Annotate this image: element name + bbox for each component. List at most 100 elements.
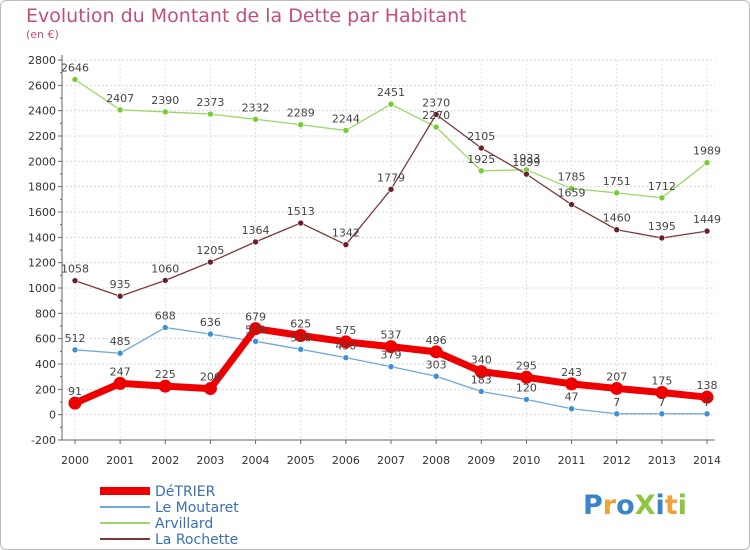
data-point <box>523 170 530 178</box>
y-tick-label: 2400 <box>28 105 56 118</box>
data-label: 340 <box>471 354 492 367</box>
data-label: 1513 <box>287 205 315 218</box>
x-tick-label: 2008 <box>422 454 450 467</box>
data-point <box>342 127 350 134</box>
y-tick-label: 1400 <box>28 231 56 244</box>
y-tick-label: 1600 <box>28 206 56 219</box>
x-tick-label: 2007 <box>377 454 405 467</box>
data-point <box>429 345 443 359</box>
y-tick-label: 800 <box>35 307 56 320</box>
data-point <box>342 241 350 248</box>
data-label: 1779 <box>377 171 405 184</box>
data-point <box>568 201 575 208</box>
data-point <box>297 346 305 353</box>
data-label: 183 <box>471 373 492 386</box>
data-point <box>297 121 305 129</box>
data-label: 2390 <box>151 94 179 107</box>
data-point <box>432 123 440 131</box>
chart-title: Evolution du Montant de la Dette par Hab… <box>26 5 467 27</box>
data-label: 688 <box>155 310 176 323</box>
data-label: 243 <box>561 366 582 379</box>
data-point <box>387 100 395 108</box>
data-point <box>432 372 440 380</box>
y-tick-label: 200 <box>35 383 56 396</box>
data-point <box>387 186 395 193</box>
y-tick-label: 1200 <box>28 257 56 270</box>
data-label: 625 <box>290 318 311 331</box>
chart-subtitle: (en €) <box>26 28 59 41</box>
x-tick-label: 2009 <box>467 454 495 467</box>
data-point <box>613 226 621 234</box>
data-label: 1342 <box>332 227 360 240</box>
data-point <box>384 340 398 354</box>
data-label: 225 <box>155 368 176 381</box>
data-label: 379 <box>381 349 402 362</box>
y-tick-label: 0 <box>49 409 56 422</box>
data-label: 516 <box>290 331 311 344</box>
data-point <box>252 338 259 345</box>
data-point <box>655 386 669 399</box>
data-label: 295 <box>516 359 537 372</box>
x-tick-label: 2005 <box>287 454 315 467</box>
data-point <box>477 167 485 175</box>
data-label: 2332 <box>242 101 270 114</box>
data-point <box>294 329 308 342</box>
data-label: 91 <box>68 385 82 398</box>
data-label: 1712 <box>648 180 676 193</box>
data-point <box>474 365 488 379</box>
legend-label: DéTRIER <box>155 484 216 500</box>
data-point <box>207 110 214 118</box>
data-point <box>700 390 714 404</box>
data-label: 1364 <box>242 224 270 237</box>
y-tick-label: 2200 <box>28 130 56 143</box>
y-tick-label: -200 <box>31 434 56 447</box>
data-point <box>68 396 82 410</box>
data-label: 175 <box>651 375 672 388</box>
data-point <box>565 377 579 391</box>
y-tick-label: 1800 <box>28 181 56 194</box>
data-label: 2370 <box>422 96 450 109</box>
data-label: 2244 <box>332 112 360 125</box>
data-point <box>339 335 353 349</box>
data-label: 1933 <box>512 152 540 165</box>
data-label: 935 <box>110 278 131 291</box>
data-label: 7 <box>704 396 711 409</box>
data-label: 2646 <box>61 62 89 75</box>
data-point <box>658 234 666 242</box>
data-point <box>116 349 124 357</box>
x-tick-label: 2011 <box>558 454 586 467</box>
data-point <box>161 324 169 331</box>
data-point <box>71 277 79 284</box>
data-point <box>252 238 259 246</box>
x-tick-label: 2001 <box>106 454 134 467</box>
data-point <box>249 322 263 336</box>
data-point <box>342 354 350 361</box>
data-label: 679 <box>245 311 266 324</box>
data-point <box>610 381 624 395</box>
data-label: 138 <box>697 379 718 392</box>
data-label: 2407 <box>106 92 134 105</box>
data-point <box>252 115 259 123</box>
data-label: 1751 <box>603 175 631 188</box>
data-point <box>613 189 621 197</box>
data-label: 2451 <box>377 86 405 99</box>
x-tick-label: 2004 <box>242 454 270 467</box>
data-label: 2105 <box>467 130 495 143</box>
legend-label: Arvillard <box>155 516 213 532</box>
data-label: 206 <box>200 371 221 384</box>
data-label: 303 <box>426 358 447 371</box>
x-tick-label: 2000 <box>61 454 89 467</box>
y-tick-label: 1000 <box>28 282 56 295</box>
legend-label: La Rochette <box>155 532 238 548</box>
data-point <box>297 219 305 227</box>
x-tick-label: 2012 <box>603 454 631 467</box>
data-label: 247 <box>110 365 131 378</box>
data-point <box>703 227 711 235</box>
data-label: 1785 <box>558 171 586 184</box>
data-point <box>477 388 485 395</box>
x-tick-label: 2006 <box>332 454 360 467</box>
data-label: 2373 <box>196 96 224 109</box>
data-label: 2270 <box>422 109 450 122</box>
data-point <box>161 108 169 116</box>
